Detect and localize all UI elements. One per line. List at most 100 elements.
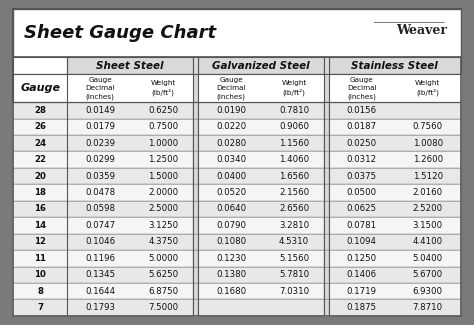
Bar [324,119,329,135]
Bar [13,102,461,119]
Bar [13,201,461,217]
Text: 5.0000: 5.0000 [148,254,178,263]
Bar [324,283,329,299]
Text: 0.0149: 0.0149 [85,106,115,115]
Text: 5.1560: 5.1560 [279,254,309,263]
Bar [324,184,329,201]
Bar [324,201,329,217]
Bar [13,119,461,135]
Bar [193,266,198,283]
Bar [193,217,198,234]
Text: 0.1406: 0.1406 [346,270,377,279]
Text: Sheet Gauge Chart: Sheet Gauge Chart [25,24,217,42]
Text: 0.1644: 0.1644 [85,287,115,296]
Text: 0.0359: 0.0359 [85,172,115,181]
Text: 4.5310: 4.5310 [279,237,309,246]
Bar [324,102,329,119]
Text: 3.1500: 3.1500 [413,221,443,230]
Text: 2.0160: 2.0160 [413,188,443,197]
Text: 3.1250: 3.1250 [148,221,178,230]
Bar [193,201,198,217]
Bar [193,74,198,102]
Bar [329,74,461,102]
Text: 0.7810: 0.7810 [279,106,309,115]
Text: 20: 20 [34,172,46,181]
Text: 6.9300: 6.9300 [413,287,443,296]
Bar [13,74,461,102]
Text: 0.6250: 0.6250 [148,106,178,115]
Text: Sheet Steel: Sheet Steel [97,60,164,71]
Bar [193,184,198,201]
Bar [13,151,461,168]
Bar [13,234,461,250]
Text: 0.1793: 0.1793 [85,303,115,312]
Bar [13,266,461,283]
Text: Gauge
Decimal
(inches): Gauge Decimal (inches) [85,77,115,99]
Bar [324,57,329,74]
Text: 0.1196: 0.1196 [85,254,115,263]
Bar [193,135,198,151]
Text: 22: 22 [34,155,46,164]
Text: 7: 7 [37,303,43,312]
Text: Gauge: Gauge [20,83,60,93]
Text: 5.6250: 5.6250 [148,270,178,279]
Text: 1.0000: 1.0000 [148,139,178,148]
Bar [13,168,461,184]
Bar [13,299,461,316]
Bar [324,250,329,266]
Text: Weaver: Weaver [396,24,447,37]
Bar [13,283,461,299]
Text: 0.1719: 0.1719 [347,287,377,296]
Text: 8: 8 [37,287,43,296]
Bar [13,250,461,266]
Text: 14: 14 [34,221,46,230]
Bar [193,168,198,184]
Bar [324,299,329,316]
Text: 0.0280: 0.0280 [216,139,246,148]
Text: 0.0781: 0.0781 [346,221,377,230]
Text: 0.0520: 0.0520 [216,188,246,197]
Bar [67,57,193,74]
Bar [324,234,329,250]
Bar [324,135,329,151]
Text: 0.0190: 0.0190 [216,106,246,115]
Bar [324,168,329,184]
Bar [198,74,324,102]
Text: Weight
(lb/ft²): Weight (lb/ft²) [151,80,176,96]
Text: Weight
(lb/ft²): Weight (lb/ft²) [415,80,440,96]
Text: Gauge
Decimal
(inches): Gauge Decimal (inches) [347,77,376,99]
Bar [193,57,198,74]
Bar [13,184,461,201]
Text: 0.0478: 0.0478 [85,188,115,197]
Bar [193,234,198,250]
Text: 0.1680: 0.1680 [216,287,246,296]
Bar [13,57,461,74]
Bar [324,217,329,234]
Bar [13,217,461,234]
Bar [193,119,198,135]
Bar [324,74,329,102]
Text: 0.1046: 0.1046 [85,237,115,246]
Text: 0.7560: 0.7560 [413,122,443,131]
Text: 0.0340: 0.0340 [216,155,246,164]
Text: 0.1380: 0.1380 [216,270,246,279]
Text: 4.4100: 4.4100 [413,237,443,246]
Bar [13,135,461,151]
Bar [324,266,329,283]
Text: 0.1345: 0.1345 [85,270,115,279]
Text: 0.7500: 0.7500 [148,122,178,131]
Text: 4.3750: 4.3750 [148,237,178,246]
Text: 5.0400: 5.0400 [413,254,443,263]
Bar [329,57,461,74]
Text: 0.0790: 0.0790 [216,221,246,230]
Text: 0.0299: 0.0299 [85,155,115,164]
Text: 0.0156: 0.0156 [346,106,377,115]
Bar [324,151,329,168]
Text: 0.0250: 0.0250 [346,139,377,148]
Bar [193,299,198,316]
Text: 3.2810: 3.2810 [279,221,309,230]
Text: 1.2600: 1.2600 [413,155,443,164]
Text: 1.2500: 1.2500 [148,155,178,164]
Text: 0.0640: 0.0640 [216,204,246,214]
Text: 2.6560: 2.6560 [279,204,309,214]
